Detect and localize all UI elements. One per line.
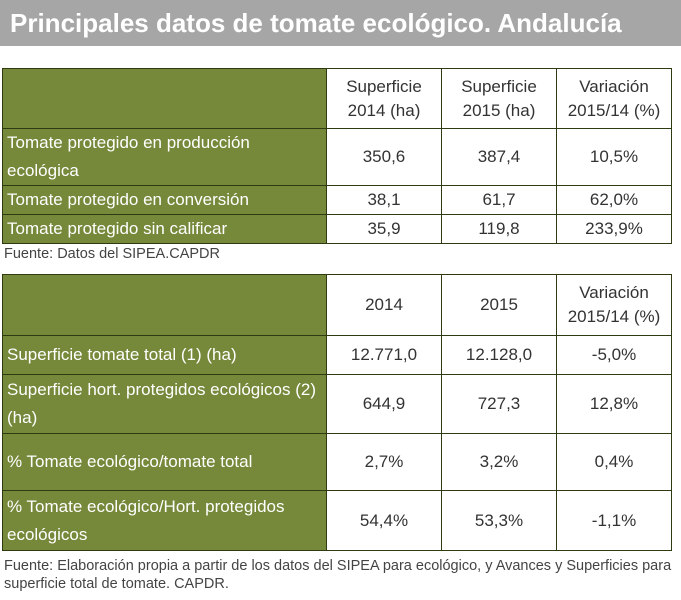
cell: 12,8%	[556, 374, 672, 434]
table: 2014 2015 Variación 2015/14 (%) Superficie …	[2, 274, 672, 551]
source: Fuente: Datos del SIPEA.CAPDR	[4, 246, 220, 262]
cell: 0,4%	[556, 433, 672, 491]
cell: 12.128,0	[441, 335, 557, 375]
row: % Tomate ecológico/Hort. protegidos ecol…	[2, 490, 672, 551]
cell: 61,7	[441, 185, 557, 215]
cell: 2,7%	[326, 433, 442, 491]
column-header: Superficie 2015 (ha)	[441, 68, 557, 129]
cell: 3,2%	[441, 433, 557, 491]
header-corner	[2, 68, 327, 129]
cell: 644,9	[326, 374, 442, 434]
header-corner	[2, 274, 327, 336]
row: % Tomate ecológico/tomate total 2,7% 3,2% 0…	[2, 433, 672, 491]
row-label: Tomate protegido en producción ecológica	[2, 128, 327, 186]
column-header: Superficie 2014 (ha)	[326, 68, 442, 129]
cell: 12.771,0	[326, 335, 442, 375]
cell: -1,1%	[556, 490, 672, 551]
cell: 727,3	[441, 374, 557, 434]
cell: 38,1	[326, 185, 442, 215]
cell: 10,5%	[556, 128, 672, 186]
header-row: 2014 2015 Variación 2015/14 (%)	[2, 274, 672, 336]
row: Tomate protegido en conversión 38,1 61,7 62…	[2, 185, 672, 215]
column-header: Variación 2015/14 (%)	[556, 68, 672, 129]
cell: 54,4%	[326, 490, 442, 551]
cell: -5,0%	[556, 335, 672, 375]
row-label: Tomate protegido en conversión	[2, 185, 327, 215]
row-label: Superficie tomate total (1) (ha)	[2, 335, 327, 375]
header-row: Superficie 2014 (ha) Superficie 2015 (ha)…	[2, 68, 672, 129]
cell: 387,4	[441, 128, 557, 186]
row: Superficie tomate total (1) (ha) 12.771,0…	[2, 335, 672, 375]
title: Principales datos de tomate ecológico. A…	[0, 0, 681, 46]
row: Superficie hort. protegidos ecológicos (…	[2, 374, 672, 434]
cell: 35,9	[326, 214, 442, 244]
column-header: 2015	[441, 274, 557, 336]
cell: 350,6	[326, 128, 442, 186]
row-label: % Tomate ecológico/Hort. protegidos ecol…	[2, 490, 327, 551]
column-header: Variación 2015/14 (%)	[556, 274, 672, 336]
row-label: Tomate protegido sin calificar	[2, 214, 327, 244]
table: Superficie 2014 (ha) Superficie 2015 (ha)…	[2, 68, 672, 244]
column-header: 2014	[326, 274, 442, 336]
row-label: Superficie hort. protegidos ecológicos (…	[2, 374, 327, 434]
row: Tomate protegido en producción ecológica…	[2, 128, 672, 186]
cell: 53,3%	[441, 490, 557, 551]
row-label: % Tomate ecológico/tomate total	[2, 433, 327, 491]
row: Tomate protegido sin calificar 35,9 119,8 2…	[2, 214, 672, 244]
cell: 62,0%	[556, 185, 672, 215]
source: Fuente: Elaboración propia a partir de l…	[4, 558, 672, 592]
cell: 233,9%	[556, 214, 672, 244]
cell: 119,8	[441, 214, 557, 244]
